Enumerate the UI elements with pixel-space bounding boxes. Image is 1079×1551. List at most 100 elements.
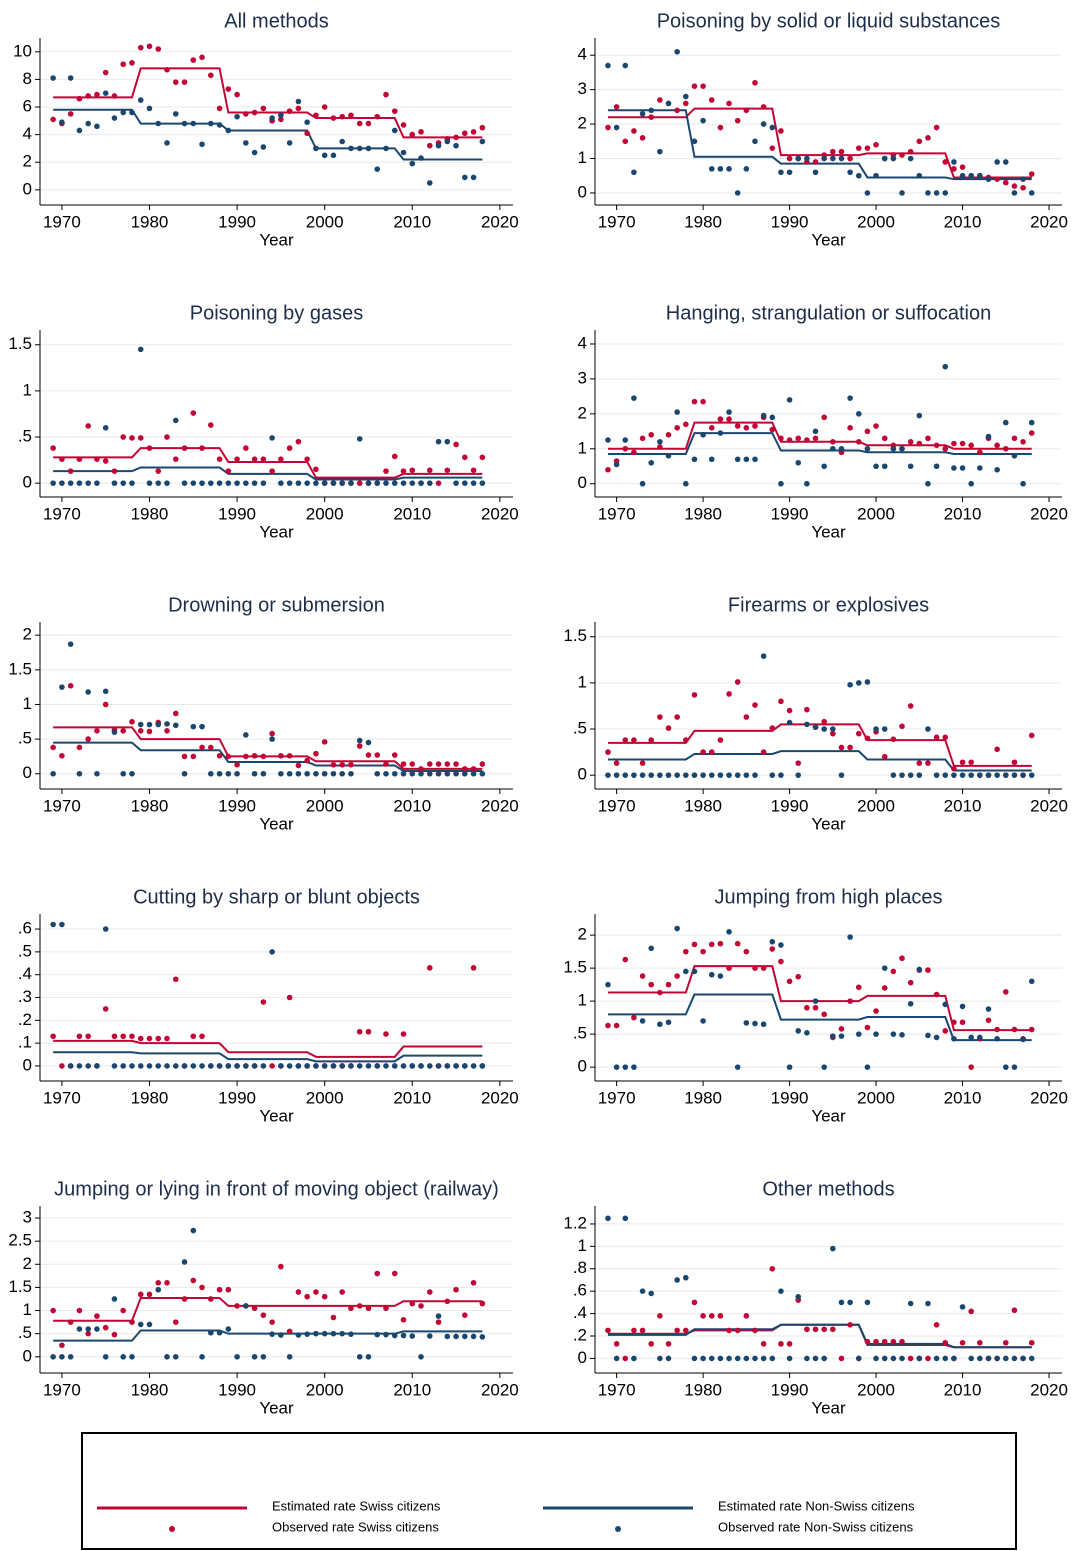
observed-point: [605, 124, 611, 131]
observed-point: [778, 942, 784, 948]
observed-point: [855, 172, 862, 179]
y-tick-label: 1: [578, 672, 587, 691]
observed-point: [356, 145, 363, 152]
observed-point: [374, 1331, 381, 1338]
observed-point: [873, 141, 879, 148]
observed-point: [804, 155, 810, 162]
observed-point: [726, 100, 732, 107]
observed-point: [225, 1286, 232, 1293]
observed-point: [873, 1008, 879, 1014]
observed-point: [286, 752, 293, 759]
observed-point: [605, 981, 611, 988]
observed-point: [881, 985, 888, 991]
observed-point: [622, 437, 629, 443]
y-tick-label: 1.5: [8, 334, 32, 353]
observed-point: [942, 159, 949, 165]
observed-point: [760, 965, 767, 971]
observed-point: [622, 445, 629, 452]
observed-point: [50, 1307, 56, 1314]
observed-point: [146, 445, 153, 451]
observed-point: [648, 459, 655, 466]
observed-point: [400, 1031, 407, 1037]
observed-point: [631, 772, 637, 778]
y-tick-label: 1.5: [563, 958, 587, 977]
observed-point: [164, 1063, 170, 1069]
observed-point: [769, 725, 776, 731]
observed-point: [760, 1355, 767, 1362]
x-tick-label: 1970: [43, 212, 81, 231]
observed-point: [190, 120, 197, 127]
observed-point: [726, 166, 732, 172]
observed-point: [717, 940, 724, 947]
observed-point: [959, 172, 966, 179]
observed-point: [847, 744, 853, 751]
observed-point: [821, 1011, 827, 1018]
observed-point: [864, 1064, 871, 1070]
observed-point: [855, 680, 862, 686]
observed-point: [59, 1354, 65, 1360]
observed-point: [137, 435, 144, 441]
observed-point: [400, 480, 407, 486]
observed-point: [916, 772, 923, 778]
observed-point: [330, 480, 337, 486]
observed-point: [435, 770, 442, 777]
observed-point: [786, 397, 793, 403]
observed-point: [1020, 438, 1026, 445]
observed-point: [462, 130, 468, 137]
observed-point: [838, 1033, 845, 1039]
observed-point: [181, 1063, 188, 1069]
observed-point: [479, 761, 486, 767]
observed-point: [479, 138, 486, 145]
observed-point: [356, 1063, 363, 1069]
observed-point: [356, 480, 363, 486]
observed-point: [391, 480, 398, 486]
y-tick-label: .1: [18, 1033, 32, 1052]
observed-point: [155, 120, 162, 127]
observed-point: [743, 166, 750, 172]
observed-point: [409, 467, 416, 474]
observed-point: [1028, 1355, 1035, 1362]
observed-point: [795, 1028, 802, 1034]
y-tick-label: 4: [23, 124, 32, 143]
observed-point: [899, 152, 905, 158]
observed-point: [260, 753, 267, 760]
observed-point: [734, 1327, 741, 1334]
observed-point: [50, 744, 56, 751]
observed-point: [613, 1341, 620, 1347]
observed-point: [225, 86, 232, 92]
observed-point: [812, 159, 819, 165]
observed-point: [648, 432, 655, 438]
observed-point: [172, 111, 179, 117]
observed-point: [717, 772, 724, 778]
panel-title: Other methods: [762, 1178, 894, 1200]
observed-point: [907, 463, 914, 470]
observed-point: [269, 1319, 275, 1325]
observed-point: [383, 91, 389, 98]
observed-point: [605, 1022, 611, 1029]
x-tick-label: 1990: [218, 504, 256, 523]
x-tick-label: 2000: [857, 1380, 895, 1399]
observed-point: [243, 140, 249, 146]
observed-point: [881, 1355, 888, 1362]
observed-point: [479, 1334, 486, 1340]
observed-point: [769, 124, 776, 131]
observed-point: [208, 120, 214, 127]
observed-point: [339, 113, 345, 120]
observed-point: [873, 1031, 879, 1037]
x-tick-label: 1970: [43, 504, 81, 523]
y-tick-label: 2: [578, 114, 587, 133]
legend-label: Estimated rate Non-Swiss citizens: [718, 1498, 915, 1513]
observed-point: [426, 1333, 433, 1339]
observed-point: [278, 480, 284, 486]
observed-point: [1002, 445, 1009, 452]
panel-title: Poisoning by solid or liquid substances: [657, 10, 1001, 32]
x-tick-label: 1970: [43, 796, 81, 815]
observed-point: [631, 1014, 637, 1021]
x-tick-label: 1980: [131, 212, 169, 231]
y-tick-label: .6: [573, 1281, 587, 1300]
observed-point: [295, 105, 302, 112]
observed-point: [881, 753, 888, 760]
observed-point: [260, 456, 267, 462]
observed-point: [435, 480, 442, 486]
observed-point: [674, 772, 680, 778]
